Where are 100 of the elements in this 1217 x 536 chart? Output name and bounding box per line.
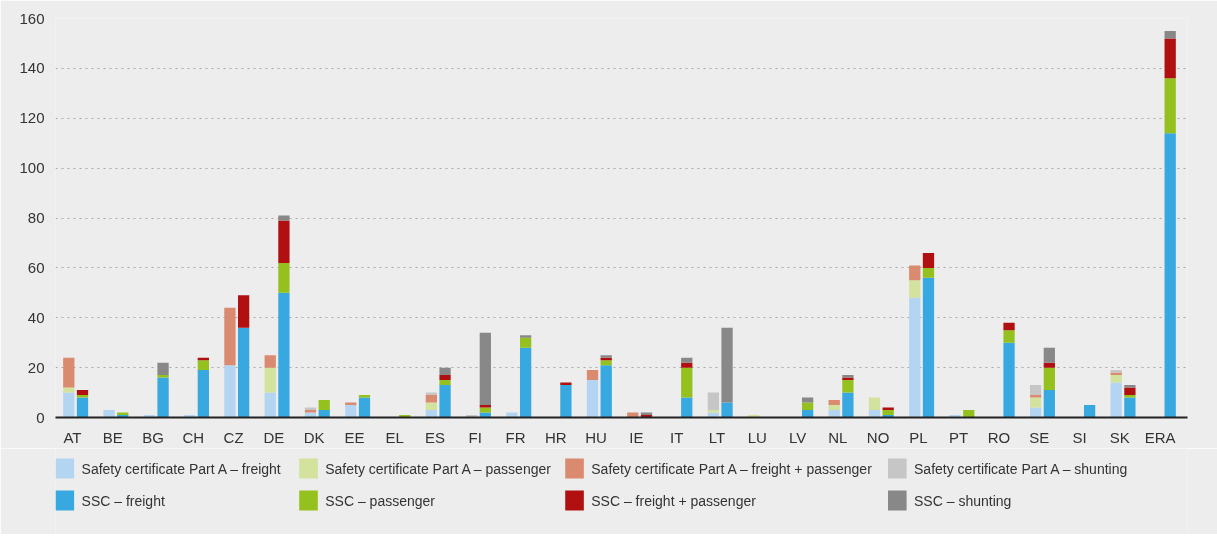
bar: [1029, 395, 1042, 398]
x-tick-label: HU: [585, 428, 607, 446]
bar: [1164, 38, 1176, 79]
x-tick-label: CZ: [223, 428, 244, 446]
y-tick-label: 0: [36, 408, 45, 426]
x-tick-label: SE: [1029, 428, 1050, 446]
bar: [1003, 330, 1015, 343]
bar: [439, 375, 451, 381]
bar: [63, 392, 75, 418]
bar: [157, 362, 169, 376]
bar: [479, 405, 491, 408]
bar: [1110, 382, 1122, 418]
bar: [1164, 30, 1176, 39]
bar: [63, 387, 75, 393]
y-tick-label: 80: [27, 209, 45, 226]
bar: [318, 400, 330, 411]
bar: [76, 397, 89, 418]
legend-label: SSC – shunting: [914, 492, 1012, 509]
bar: [76, 395, 89, 398]
bar: [1124, 397, 1136, 418]
x-tick-label: PT: [949, 428, 969, 446]
bar: [1110, 375, 1122, 383]
x-tick-label: PL: [909, 428, 928, 446]
bar: [1029, 397, 1042, 408]
bar: [1029, 385, 1042, 396]
bar: [909, 265, 921, 281]
legend-label: Safety certificate Part A – passenger: [325, 460, 552, 477]
bar: [1124, 395, 1136, 398]
legend-label: Safety certificate Part A – freight + passenger: [591, 460, 873, 477]
bar: [1083, 405, 1096, 418]
bar: [264, 367, 276, 393]
legend-label: SSC – passenger: [325, 492, 436, 509]
bar: [868, 410, 881, 418]
bar: [157, 375, 169, 378]
bar: [828, 405, 840, 411]
bar: [197, 370, 209, 418]
bar: [76, 390, 89, 396]
bar: [63, 357, 75, 388]
bar: [278, 292, 290, 418]
x-tick-label: AT: [63, 428, 82, 446]
bar: [1164, 78, 1176, 134]
x-tick-label: DE: [263, 428, 285, 446]
bar: [707, 392, 719, 411]
x-tick-label: SK: [1109, 428, 1130, 446]
bar: [963, 410, 975, 418]
bar: [224, 307, 236, 366]
bar: [278, 262, 290, 293]
bar: [1043, 367, 1055, 391]
x-tick-label: SI: [1072, 428, 1087, 446]
x-tick-label: BE: [102, 428, 123, 446]
x-tick-label: IT: [670, 428, 684, 446]
bar: [681, 362, 693, 368]
x-tick-label: ERA: [1144, 428, 1176, 446]
x-tick-label: CH: [182, 428, 205, 446]
bar: [1003, 342, 1015, 418]
bar: [103, 410, 115, 418]
x-tick-label: NL: [828, 428, 848, 446]
bar: [1043, 362, 1055, 368]
bar: [909, 297, 921, 418]
bar: [358, 395, 371, 398]
x-tick-label: HR: [545, 428, 567, 446]
bar: [519, 347, 532, 418]
x-tick-label: LT: [708, 428, 726, 446]
bar: [707, 410, 719, 413]
bar: [922, 252, 935, 268]
x-tick-label: BG: [142, 428, 164, 446]
bar: [237, 327, 250, 418]
bar: [922, 267, 935, 278]
x-tick-label: LV: [788, 428, 807, 446]
x-tick-label: FR: [505, 428, 526, 446]
y-tick-label: 160: [19, 9, 45, 27]
bar: [224, 365, 236, 418]
y-tick-label: 20: [27, 358, 45, 376]
bar: [828, 400, 840, 406]
x-tick-label: DK: [303, 428, 325, 446]
bar: [358, 397, 371, 418]
bar: [237, 295, 250, 328]
bar: [197, 360, 209, 371]
x-tick-label: FI: [468, 428, 482, 446]
legend-label: Safety certificate Part A – shunting: [914, 460, 1128, 477]
legend-label: SSC – freight: [81, 492, 165, 509]
y-tick-label: 60: [27, 258, 45, 276]
y-tick-label: 120: [19, 109, 45, 127]
x-tick-label: EE: [344, 428, 365, 446]
x-tick-label: RO: [987, 428, 1011, 446]
bar: [801, 402, 814, 411]
y-tick-label: 40: [27, 308, 45, 326]
y-tick-label: 100: [19, 159, 45, 177]
bar: [318, 410, 330, 418]
x-tick-label: ES: [424, 428, 445, 446]
x-tick-label: NO: [866, 428, 890, 446]
bar: [842, 380, 854, 393]
bar: [1003, 322, 1015, 331]
bar: [439, 380, 451, 386]
bar: [922, 277, 935, 418]
bar: [1164, 133, 1176, 418]
bar: [909, 280, 921, 298]
bar: [1043, 347, 1055, 363]
bar: [278, 220, 290, 263]
bar: [801, 410, 814, 418]
